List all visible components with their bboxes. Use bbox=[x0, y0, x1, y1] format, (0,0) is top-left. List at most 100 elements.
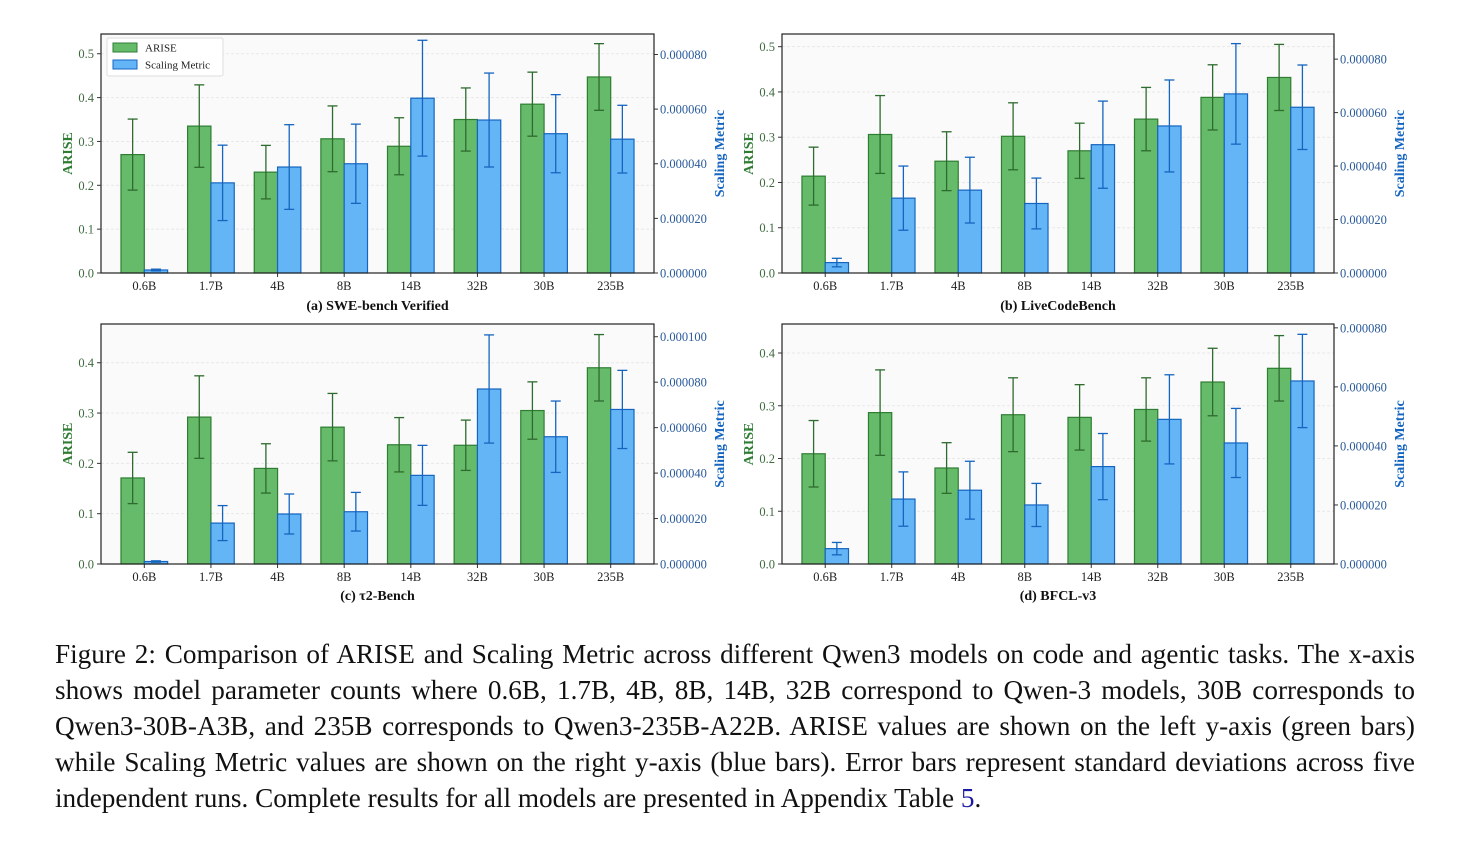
x-tick-label: 235B bbox=[1277, 279, 1304, 293]
x-tick-label: 8B bbox=[1017, 570, 1032, 584]
legend-swatch-scaling bbox=[112, 59, 138, 70]
x-tick-label: 14B bbox=[1081, 570, 1102, 584]
x-tick-label: 30B bbox=[534, 279, 555, 293]
x-tick-label: 235B bbox=[597, 570, 624, 584]
y-tick-label: 0.3 bbox=[78, 135, 94, 149]
y-tick-label: 0.0 bbox=[78, 267, 94, 281]
y-tick-label: 0.4 bbox=[759, 347, 775, 361]
y-axis-label: ARISE bbox=[61, 132, 76, 175]
legend-label-arise: ARISE bbox=[145, 43, 177, 55]
legend: ARISE Scaling Metric bbox=[106, 37, 224, 77]
y-tick-label: 0.3 bbox=[759, 399, 775, 413]
x-tick-label: 0.6B bbox=[132, 279, 156, 293]
y2-tick-label: 0.000080 bbox=[1340, 321, 1387, 335]
y2-tick-label: 0.000060 bbox=[1340, 106, 1387, 120]
y-tick-label: 0.1 bbox=[78, 223, 94, 237]
appendix-table-link[interactable]: 5 bbox=[960, 783, 975, 813]
x-tick-label: 30B bbox=[534, 570, 555, 584]
caption-text: Figure 2: Comparison of ARISE and Scalin… bbox=[55, 639, 1415, 813]
x-tick-label: 1.7B bbox=[199, 279, 223, 293]
x-tick-label: 0.6B bbox=[813, 279, 837, 293]
y-tick-label: 0.2 bbox=[78, 179, 94, 193]
y2-tick-label: 0.000000 bbox=[660, 267, 707, 281]
plot-frame bbox=[781, 323, 1335, 565]
plot-background bbox=[782, 324, 1334, 564]
legend-swatch-arise bbox=[112, 42, 138, 53]
y2-tick-label: 0.000080 bbox=[660, 376, 707, 390]
x-tick-label: 14B bbox=[1081, 279, 1102, 293]
y2-tick-label: 0.000040 bbox=[660, 157, 707, 171]
x-tick-label: 4B bbox=[951, 279, 966, 293]
y-tick-label: 0.5 bbox=[759, 40, 775, 54]
chart-panel-a: 0.6B 1.7B 4B 8B 14B 32B 30B 235B 0.0 0.1 0.2 0.3 0.4… bbox=[61, 33, 728, 314]
y-tick-label: 0.1 bbox=[78, 507, 94, 521]
x-tick-label: 4B bbox=[270, 279, 285, 293]
chart-panel-b: 0.6B 1.7B 4B 8B 14B 32B 30B 235B 0.0 0.1 0.2 0.3 0.4… bbox=[742, 33, 1408, 314]
x-tick-label: 32B bbox=[467, 279, 488, 293]
x-tick-label: 1.7B bbox=[880, 279, 904, 293]
chart-panel-d: 0.6B 1.7B 4B 8B 14B 32B 30B 235B 0.0 0.1 0.2 0.3 0.4… bbox=[742, 321, 1408, 604]
x-tick-label: 4B bbox=[270, 570, 285, 584]
y2-axis-label: Scaling Metric bbox=[713, 400, 728, 487]
y2-axis-label: Scaling Metric bbox=[713, 110, 728, 197]
y-tick-label: 0.0 bbox=[759, 558, 775, 572]
y2-tick-label: 0.000100 bbox=[660, 330, 707, 344]
y-tick-label: 0.3 bbox=[78, 407, 94, 421]
y-tick-label: 0.2 bbox=[78, 457, 94, 471]
y-tick-label: 0.2 bbox=[759, 452, 775, 466]
y2-tick-label: 0.000040 bbox=[1340, 160, 1387, 174]
y2-tick-label: 0.000020 bbox=[1340, 498, 1387, 512]
y-tick-label: 0.4 bbox=[78, 91, 94, 105]
y-axis-label: ARISE bbox=[742, 132, 757, 175]
y-axis-label: ARISE bbox=[742, 423, 757, 466]
x-tick-label: 8B bbox=[337, 570, 352, 584]
y-tick-label: 0.0 bbox=[78, 558, 94, 572]
plot-frame bbox=[100, 33, 655, 274]
figure-caption: Figure 2: Comparison of ARISE and Scalin… bbox=[55, 636, 1415, 816]
x-tick-label: 0.6B bbox=[813, 570, 837, 584]
y-tick-label: 0.2 bbox=[759, 176, 775, 190]
x-tick-label: 235B bbox=[597, 279, 624, 293]
y-tick-label: 0.3 bbox=[759, 131, 775, 145]
x-tick-label: 14B bbox=[400, 279, 421, 293]
y-axis-label: ARISE bbox=[61, 423, 76, 466]
x-tick-label: 1.7B bbox=[199, 570, 223, 584]
panel-title: (d) BFCL-v3 bbox=[1020, 589, 1097, 604]
x-tick-label: 30B bbox=[1214, 279, 1235, 293]
y2-tick-label: 0.000060 bbox=[660, 421, 707, 435]
y2-axis-label: Scaling Metric bbox=[1393, 400, 1408, 487]
x-tick-label: 8B bbox=[337, 279, 352, 293]
plot-background bbox=[782, 34, 1334, 273]
figure-2: 0.6B 1.7B 4B 8B 14B 32B 30B 235B 0.0 0.1 0.2 0.3 0.4… bbox=[61, 33, 1408, 604]
y-tick-label: 0.5 bbox=[78, 47, 94, 61]
x-tick-label: 32B bbox=[1147, 279, 1168, 293]
panel-title: (b) LiveCodeBench bbox=[1000, 299, 1116, 314]
y-tick-label: 0.1 bbox=[759, 221, 775, 235]
y2-tick-label: 0.000060 bbox=[660, 103, 707, 117]
x-tick-label: 4B bbox=[951, 570, 966, 584]
chart-panel-c: 0.6B 1.7B 4B 8B 14B 32B 30B 235B 0.0 0.1 0.2 0.3 0.4… bbox=[61, 323, 728, 604]
y2-tick-label: 0.000060 bbox=[1340, 380, 1387, 394]
y-tick-label: 0.1 bbox=[759, 505, 775, 519]
y2-axis-label: Scaling Metric bbox=[1393, 110, 1408, 197]
y2-tick-label: 0.000040 bbox=[1340, 439, 1387, 453]
caption-end: . bbox=[974, 783, 982, 813]
x-tick-label: 235B bbox=[1277, 570, 1304, 584]
plot-background bbox=[101, 324, 654, 564]
plot-frame bbox=[100, 323, 655, 565]
y2-tick-label: 0.000000 bbox=[1340, 558, 1387, 572]
y2-tick-label: 0.000000 bbox=[1340, 267, 1387, 281]
x-tick-label: 32B bbox=[467, 570, 488, 584]
y2-tick-label: 0.000040 bbox=[660, 467, 707, 481]
x-tick-label: 1.7B bbox=[880, 570, 904, 584]
y2-tick-label: 0.000020 bbox=[660, 512, 707, 526]
y-tick-label: 0.4 bbox=[759, 85, 775, 99]
x-tick-label: 14B bbox=[400, 570, 421, 584]
y2-tick-label: 0.000080 bbox=[660, 48, 707, 62]
y-tick-label: 0.4 bbox=[78, 356, 94, 370]
y2-tick-label: 0.000000 bbox=[660, 558, 707, 572]
plot-frame bbox=[781, 33, 1335, 274]
panel-title: (a) SWE-bench Verified bbox=[306, 299, 449, 314]
x-tick-label: 0.6B bbox=[132, 570, 156, 584]
x-tick-label: 32B bbox=[1147, 570, 1168, 584]
